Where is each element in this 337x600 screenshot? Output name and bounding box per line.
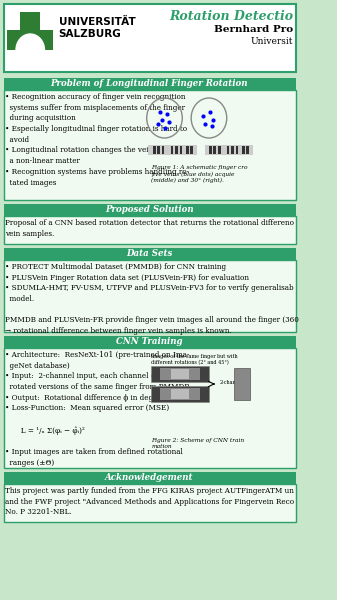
FancyBboxPatch shape — [236, 146, 238, 154]
FancyBboxPatch shape — [186, 146, 188, 154]
FancyBboxPatch shape — [40, 12, 53, 30]
FancyBboxPatch shape — [209, 146, 212, 154]
FancyBboxPatch shape — [213, 146, 216, 154]
FancyBboxPatch shape — [205, 145, 253, 155]
Text: Acknowledgement: Acknowledgement — [105, 473, 194, 482]
FancyBboxPatch shape — [7, 12, 21, 30]
FancyBboxPatch shape — [151, 366, 209, 382]
Text: Universit: Universit — [251, 37, 294, 46]
FancyBboxPatch shape — [4, 484, 296, 522]
Text: Data Sets: Data Sets — [126, 250, 173, 259]
FancyBboxPatch shape — [4, 248, 296, 260]
Circle shape — [16, 34, 44, 66]
Text: Problem of Longitudinal Finger Rotation: Problem of Longitudinal Finger Rotation — [51, 79, 248, 88]
FancyBboxPatch shape — [171, 146, 174, 154]
Text: Rotation Detectio: Rotation Detectio — [169, 10, 294, 22]
Text: • Recognition accuracy of finger vein recognition
  systems suffer from misplace: • Recognition accuracy of finger vein re… — [5, 93, 192, 187]
FancyBboxPatch shape — [162, 146, 164, 154]
FancyBboxPatch shape — [171, 369, 188, 379]
Text: Figure 2: Scheme of CNN train
mation: Figure 2: Scheme of CNN train mation — [151, 438, 244, 449]
FancyBboxPatch shape — [231, 146, 234, 154]
FancyBboxPatch shape — [227, 146, 229, 154]
Text: Proposed Solution: Proposed Solution — [105, 205, 194, 214]
Text: 2-channel: 2-channel — [220, 380, 244, 385]
Text: images of the same finger but with
different rotations (2° and 45°): images of the same finger but with diffe… — [151, 354, 238, 365]
FancyBboxPatch shape — [175, 146, 178, 154]
Text: Bernhard Pro: Bernhard Pro — [214, 25, 294, 34]
Text: Figure 1: A schematic finger cro
five veins (blue dots) acquie
(middle) and 30° : Figure 1: A schematic finger cro five ve… — [151, 165, 248, 183]
FancyBboxPatch shape — [246, 146, 249, 154]
FancyBboxPatch shape — [160, 388, 200, 400]
FancyBboxPatch shape — [234, 368, 250, 400]
FancyBboxPatch shape — [151, 386, 209, 402]
FancyBboxPatch shape — [242, 146, 245, 154]
FancyBboxPatch shape — [4, 216, 296, 244]
FancyBboxPatch shape — [4, 260, 296, 332]
Text: • PROTECT Multimodal Dataset (PMMDB) for CNN training
• PLUSVein Finger Rotation: • PROTECT Multimodal Dataset (PMMDB) for… — [5, 263, 299, 335]
Text: • Architecture:  ResNeXt-101 (pre-trained on Ima-
  geNet database)
• Input:  2-: • Architecture: ResNeXt-101 (pre-trained… — [5, 351, 192, 467]
FancyBboxPatch shape — [157, 146, 160, 154]
Text: CNN Training: CNN Training — [116, 337, 183, 346]
Text: UNIVERSITÄT: UNIVERSITÄT — [59, 17, 135, 27]
FancyBboxPatch shape — [153, 146, 156, 154]
FancyBboxPatch shape — [4, 336, 296, 348]
FancyBboxPatch shape — [190, 146, 193, 154]
FancyBboxPatch shape — [171, 389, 188, 399]
FancyBboxPatch shape — [149, 145, 197, 155]
Text: SALZBURG: SALZBURG — [59, 29, 121, 39]
FancyBboxPatch shape — [4, 78, 296, 90]
FancyBboxPatch shape — [7, 12, 53, 50]
FancyBboxPatch shape — [218, 146, 220, 154]
FancyBboxPatch shape — [4, 472, 296, 484]
FancyBboxPatch shape — [160, 368, 200, 380]
Text: This project was partly funded from the FFG KIRAS project AUTFingerATM un
and th: This project was partly funded from the … — [5, 487, 295, 517]
Text: Proposal of a CNN based rotation detector that returns the rotational differeno
: Proposal of a CNN based rotation detecto… — [5, 219, 294, 238]
FancyBboxPatch shape — [4, 348, 296, 468]
FancyBboxPatch shape — [180, 146, 182, 154]
FancyBboxPatch shape — [4, 90, 296, 200]
FancyBboxPatch shape — [4, 4, 296, 72]
FancyBboxPatch shape — [4, 204, 296, 216]
